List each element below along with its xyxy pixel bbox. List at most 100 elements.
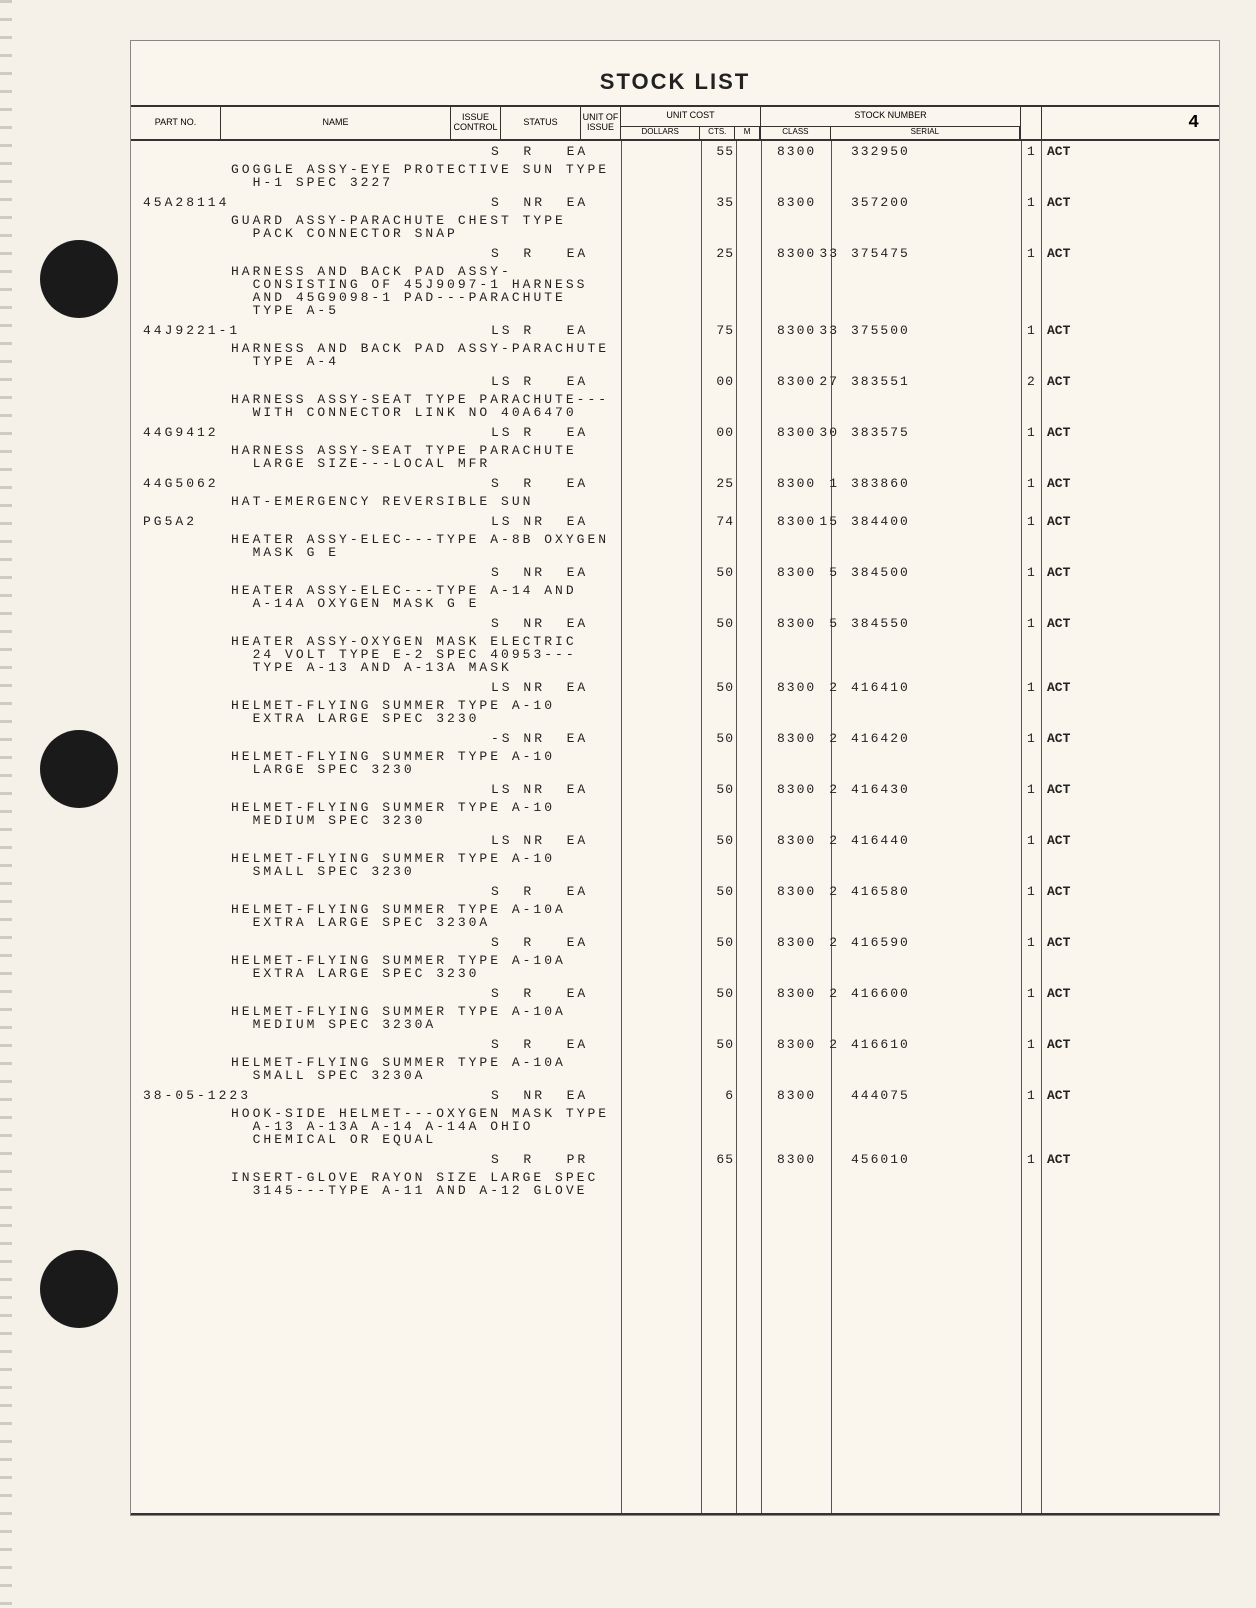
cell-class: 8300: [777, 247, 816, 260]
cell-qty: 2: [1027, 375, 1036, 388]
cell-cts: 6: [706, 1089, 734, 1102]
cell-codes: -S NR EA: [491, 732, 621, 745]
cell-cts: 50: [706, 1038, 734, 1051]
punch-hole-3: [40, 1250, 118, 1328]
cell-codes: LS NR EA: [491, 515, 621, 528]
cell-act: ACT: [1047, 324, 1070, 337]
cell-qty: 1: [1027, 1089, 1036, 1102]
cell-cts: 50: [706, 885, 734, 898]
cell-serial: 375500: [851, 324, 910, 337]
cell-codes: S R EA: [491, 145, 621, 158]
col-dollars: DOLLARS: [621, 127, 700, 139]
cell-class: 8300: [777, 617, 816, 630]
cell-serial: 332950: [851, 145, 910, 158]
table-body: S R EAGOGGLE ASSY-EYE PROTECTIVE SUN TYP…: [131, 141, 1219, 1200]
table-row: LS NR EAHELMET-FLYING SUMMER TYPE A-10 E…: [131, 677, 1219, 728]
cell-qty: 1: [1027, 885, 1036, 898]
cell-serial: 416610: [851, 1038, 910, 1051]
col-unit-of-issue: UNIT OF ISSUE: [581, 107, 621, 139]
cell-serial: 383551: [851, 375, 910, 388]
cell-part-no: 45A28114: [143, 196, 229, 209]
col-issue-control: ISSUE CONTROL: [451, 107, 501, 139]
col-part-no: PART NO.: [131, 107, 221, 139]
cell-codes: S R EA: [491, 1038, 621, 1051]
table-row: LS NR EAHELMET-FLYING SUMMER TYPE A-10 M…: [131, 779, 1219, 830]
cell-dollars: 30: [819, 426, 839, 439]
cell-qty: 1: [1027, 477, 1036, 490]
punch-hole-2: [40, 730, 118, 808]
cell-dollars: 27: [819, 375, 839, 388]
cell-codes: S R EA: [491, 885, 621, 898]
cell-codes: S R EA: [491, 987, 621, 1000]
cell-dollars: 33: [819, 247, 839, 260]
col-act: [1041, 107, 1071, 139]
cell-qty: 1: [1027, 196, 1036, 209]
cell-serial: 375475: [851, 247, 910, 260]
cell-act: ACT: [1047, 477, 1070, 490]
cell-dollars: 5: [829, 617, 839, 630]
cell-cts: 50: [706, 732, 734, 745]
cell-act: ACT: [1047, 375, 1070, 388]
binder-edge: [0, 0, 12, 1608]
cell-codes: S NR EA: [491, 617, 621, 630]
cell-codes: LS R EA: [491, 375, 621, 388]
col-name: NAME: [221, 107, 451, 139]
cell-cts: 50: [706, 681, 734, 694]
cell-class: 8300: [777, 375, 816, 388]
table-row: 44J9221-1LS R EAHARNESS AND BACK PAD ASS…: [131, 320, 1219, 371]
cell-dollars: 2: [829, 987, 839, 1000]
table-row: PG5A2LS NR EAHEATER ASSY-ELEC---TYPE A-8…: [131, 511, 1219, 562]
cell-qty: 1: [1027, 987, 1036, 1000]
col-stock-number: STOCK NUMBER CLASS SERIAL: [761, 107, 1021, 139]
cell-act: ACT: [1047, 834, 1070, 847]
cell-act: ACT: [1047, 566, 1070, 579]
cell-dollars: 2: [829, 783, 839, 796]
cell-qty: 1: [1027, 426, 1036, 439]
cell-codes: LS NR EA: [491, 834, 621, 847]
cell-serial: 416600: [851, 987, 910, 1000]
cell-qty: 1: [1027, 1153, 1036, 1166]
cell-act: ACT: [1047, 936, 1070, 949]
table-header: PART NO. NAME ISSUE CONTROL STATUS UNIT …: [131, 107, 1219, 141]
cell-part-no: PG5A2: [143, 515, 197, 528]
cell-cts: 50: [706, 566, 734, 579]
cell-class: 8300: [777, 1038, 816, 1051]
cell-serial: 456010: [851, 1153, 910, 1166]
cell-act: ACT: [1047, 732, 1070, 745]
cell-cts: 75: [706, 324, 734, 337]
cell-serial: 444075: [851, 1089, 910, 1102]
cell-dollars: 1: [829, 477, 839, 490]
table-row: LS R EAHARNESS ASSY-SEAT TYPE PARACHUTE-…: [131, 371, 1219, 422]
cell-qty: 1: [1027, 783, 1036, 796]
cell-dollars: 2: [829, 1038, 839, 1051]
cell-act: ACT: [1047, 1089, 1070, 1102]
cell-act: ACT: [1047, 987, 1070, 1000]
col-cts: CTS.: [700, 127, 735, 139]
cell-class: 8300: [777, 732, 816, 745]
cell-class: 8300: [777, 324, 816, 337]
cell-serial: 384500: [851, 566, 910, 579]
cell-part-no: 44J9221-1: [143, 324, 240, 337]
cell-class: 8300: [777, 145, 816, 158]
cell-dollars: 2: [829, 834, 839, 847]
table-row: 45A28114S NR EAGUARD ASSY-PARACHUTE CHES…: [131, 192, 1219, 243]
col-stock-number-label: STOCK NUMBER: [761, 107, 1020, 126]
cell-dollars: 2: [829, 936, 839, 949]
col-status: STATUS: [501, 107, 581, 139]
cell-serial: 384400: [851, 515, 910, 528]
table-row: S R PRINSERT-GLOVE RAYON SIZE LARGE SPEC…: [131, 1149, 1219, 1200]
cell-dollars: 2: [829, 732, 839, 745]
cell-cts: 55: [706, 145, 734, 158]
table-row: S R EAHELMET-FLYING SUMMER TYPE A-10A SM…: [131, 1034, 1219, 1085]
cell-serial: 357200: [851, 196, 910, 209]
table-row: S R EAHELMET-FLYING SUMMER TYPE A-10A ME…: [131, 983, 1219, 1034]
cell-dollars: 2: [829, 885, 839, 898]
table-row: S NR EAHEATER ASSY-OXYGEN MASK ELECTRIC …: [131, 613, 1219, 677]
cell-serial: 416590: [851, 936, 910, 949]
cell-cts: 35: [706, 196, 734, 209]
cell-cts: 50: [706, 834, 734, 847]
col-stock-number-sub: CLASS SERIAL: [761, 126, 1020, 139]
cell-class: 8300: [777, 196, 816, 209]
cell-class: 8300: [777, 936, 816, 949]
cell-class: 8300: [777, 515, 816, 528]
